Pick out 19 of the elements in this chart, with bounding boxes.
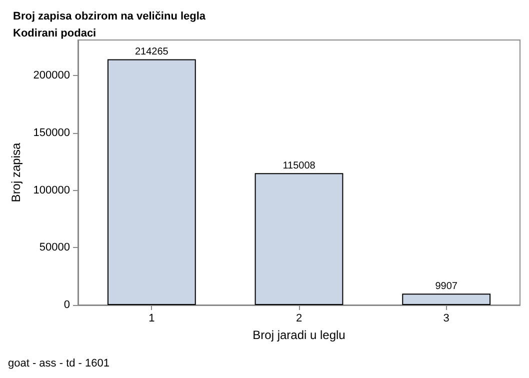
bar	[107, 59, 196, 305]
bar	[254, 173, 344, 305]
x-tick-label: 3	[443, 312, 450, 324]
y-tick-label: 150000	[33, 126, 70, 139]
y-tick-label: 0	[64, 299, 70, 311]
x-tick-label: 2	[296, 312, 302, 324]
chart-subtitle: Kodirani podaci	[13, 28, 96, 40]
data-label: 115008	[282, 160, 316, 172]
x-axis-title: Broj jaradi u leglu	[252, 328, 346, 342]
y-tick-label: 100000	[33, 184, 70, 196]
bar	[402, 294, 491, 305]
text: goat - ass - td - 1601	[8, 358, 110, 370]
data-label: 9907	[435, 281, 458, 292]
y-axis-title: Broj zapisa	[9, 142, 23, 202]
y-tick-label: 50000	[39, 242, 70, 254]
y-tick-label: 200000	[33, 70, 70, 82]
x-tick-label: 1	[148, 312, 155, 324]
chart-title: Broj zapisa obzirom na veličinu legla	[13, 10, 206, 22]
data-label: 214265	[134, 46, 169, 58]
